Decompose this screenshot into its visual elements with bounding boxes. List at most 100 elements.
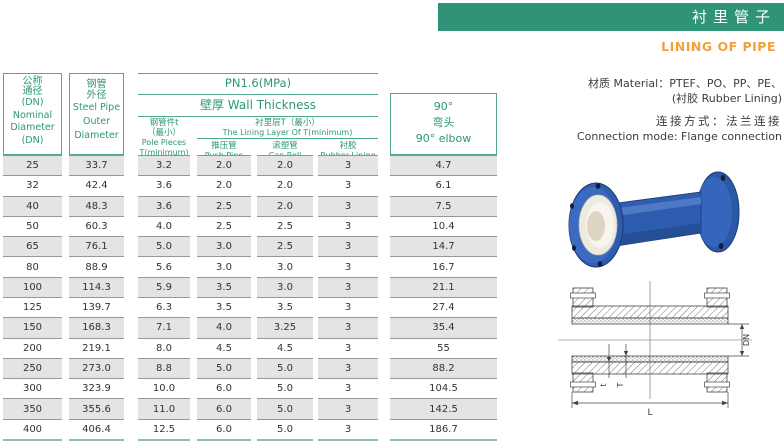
- header-text: Nominal: [12, 109, 53, 121]
- table-cell: 2.5: [257, 236, 313, 257]
- table-cell: 3: [318, 195, 378, 216]
- header-elbow-90: 90° 弯头 90° elbow: [390, 93, 497, 155]
- table-cell: 5.0: [257, 398, 313, 419]
- table-cell: 6.0: [197, 378, 251, 398]
- table-cell: 5.0: [138, 236, 190, 257]
- table-cell: 32: [3, 175, 62, 195]
- table-cell: 5.9: [138, 276, 190, 297]
- page-title-banner: 衬里管子: [438, 3, 784, 31]
- dn-dimension: [728, 323, 749, 357]
- table-cell: 2.0: [257, 195, 313, 216]
- table-cell: 3.5: [197, 296, 251, 317]
- table-cell: 2.0: [257, 155, 313, 176]
- header-text: Diameter: [10, 122, 55, 133]
- right-flange: [696, 171, 740, 253]
- table-cell: 3: [318, 256, 378, 276]
- header-text: Diameter: [74, 130, 119, 141]
- bolt-hole: [720, 175, 726, 181]
- table-cell: 3: [318, 215, 378, 236]
- column-push-pipe: 2.0 2.0 2.5 2.5 3.0 3.0 3.5 3.5 4.0 4.5 5.0 6.0 6.0 6…: [197, 155, 251, 441]
- material-line: 材质 Material：PTEF、PO、PP、PE、: [588, 77, 782, 90]
- table-cell: 12.5: [138, 418, 190, 439]
- table-cell: 2.5: [197, 215, 251, 236]
- table-cell: 273.0: [69, 357, 124, 379]
- material-note: (衬胶 Rubber Lining): [671, 92, 782, 105]
- table-cell: 50: [3, 215, 62, 236]
- header-text: Pole Pieces: [141, 138, 187, 147]
- table-cell: 4.5: [257, 337, 313, 358]
- table-cell: 3.25: [257, 317, 313, 338]
- page-subtitle: LINING OF PIPE: [661, 39, 776, 54]
- left-flange: [568, 182, 624, 268]
- table-cell: 88.9: [69, 256, 124, 276]
- bolt-hole: [570, 203, 574, 209]
- connection-line-en: Connection mode: Flange connection: [576, 130, 782, 143]
- table-cell: 2.0: [257, 175, 313, 195]
- header-text: 钢管件t: [149, 118, 179, 128]
- table-cell: 35.4: [390, 317, 497, 338]
- table-cell: 3.0: [257, 256, 313, 276]
- column-outer-diameter: 33.7 42.4 48.3 60.3 76.1 88.9 114.3 139.7 168.3 2…: [69, 155, 124, 441]
- table-cell: 16.7: [390, 256, 497, 276]
- table-cell: 7.5: [390, 195, 497, 216]
- header-text: 公称: [22, 76, 43, 87]
- bolt-hole: [572, 245, 576, 251]
- table-cell: 8.8: [138, 357, 190, 379]
- table-cell: 2.0: [197, 155, 251, 176]
- table-cell: 250: [3, 357, 62, 379]
- table-cell: 406.4: [69, 418, 124, 439]
- table-cell: 3.6: [138, 175, 190, 195]
- length-dimension: [571, 392, 729, 408]
- table-cell: 25: [3, 155, 62, 176]
- table-cell: 3.0: [197, 236, 251, 257]
- table-cell: 6.3: [138, 296, 190, 317]
- table-cell: 2.5: [197, 195, 251, 216]
- pipe-section-drawing: DN t T L: [558, 281, 752, 418]
- dn-label: DN: [742, 334, 751, 346]
- table-cell: 5.0: [257, 357, 313, 379]
- bolt-hole: [718, 243, 724, 249]
- connection-line-cn: 连接方式：法兰连接: [656, 114, 782, 128]
- header-text: T(minimum): [139, 147, 189, 157]
- lined-pipe-photo: [568, 171, 740, 268]
- table-cell: 400: [3, 418, 62, 439]
- table-cell: 27.4: [390, 296, 497, 317]
- table-cell: 3.0: [197, 256, 251, 276]
- header-text: 通径: [22, 86, 43, 97]
- table-cell: 80: [3, 256, 62, 276]
- table-cell: 88.2: [390, 357, 497, 379]
- table-cell: 3: [318, 296, 378, 317]
- table-cell: 200: [3, 337, 62, 358]
- table-cell: 186.7: [390, 418, 497, 439]
- table-cell: 60.3: [69, 215, 124, 236]
- header-text: 90° elbow: [415, 132, 472, 145]
- header-pole-pieces: 钢管件t （最小） Pole Pieces T(minimum): [138, 117, 190, 157]
- table-cell: 3: [318, 236, 378, 257]
- table-cell: 40: [3, 195, 62, 216]
- table-cell: 55: [390, 337, 497, 358]
- pressure-rating-title: PN1.6(MPa): [138, 73, 378, 95]
- pipe-body: [609, 191, 702, 248]
- header-text: (DN): [21, 97, 44, 108]
- table-cell: 323.9: [69, 378, 124, 398]
- page-title: 衬里管子: [691, 8, 776, 26]
- table-cell: 219.1: [69, 337, 124, 358]
- table-cell: 3.5: [197, 276, 251, 297]
- header-pn-group: PN1.6(MPa) 壁厚 Wall Thickness 钢管件t （最小） P…: [138, 73, 378, 160]
- header-outer-diameter: 钢管 外径 Steel Pipe Outer Diameter: [69, 73, 124, 155]
- table-cell: 7.1: [138, 317, 190, 338]
- bolt-hole: [595, 183, 601, 189]
- header-text: 90°: [433, 100, 454, 113]
- table-cell: 33.7: [69, 155, 124, 176]
- table-cell: 3: [318, 418, 378, 439]
- table-cell: 5.0: [197, 357, 251, 379]
- header-text: Outer: [83, 116, 110, 127]
- table-cell: 4.7: [390, 155, 497, 176]
- table-cell: 114.3: [69, 276, 124, 297]
- length-label: L: [647, 408, 652, 418]
- table-cell: 6.1: [390, 175, 497, 195]
- header-text: (DN): [21, 134, 44, 146]
- table-cell: 139.7: [69, 296, 124, 317]
- table-cell: 5.0: [257, 418, 313, 439]
- table-cell: 6.0: [197, 418, 251, 439]
